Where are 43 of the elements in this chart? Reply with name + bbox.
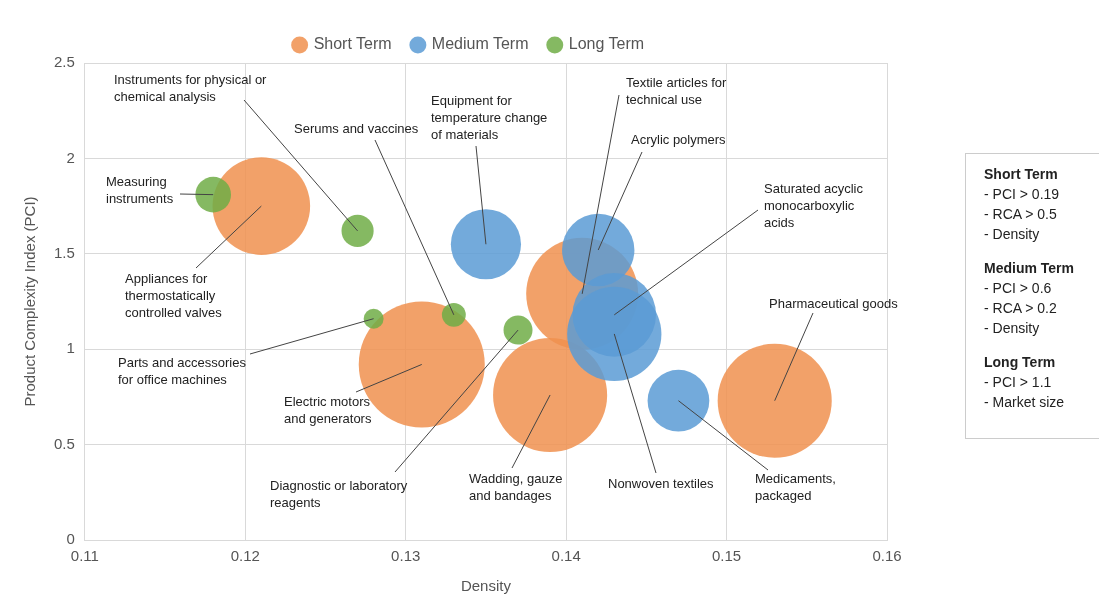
x-tick-label: 0.12 [230,547,260,565]
y-tick-label: 1 [66,339,75,357]
text: - PCI > 1.1 [984,373,1053,392]
x-tick-label: 0.16 [872,547,902,565]
annotation: Acrylic polymers [631,132,727,148]
text: - PCI > 0.19 [984,185,1061,204]
text: Long Term [984,353,1057,372]
legend-label: Long Term [568,35,645,53]
annotation: Textile articles for technical use [626,75,728,108]
annotation: Pharmaceutical goods [769,296,899,312]
x-tick-label: 0.11 [70,547,99,565]
annotation: Medicaments, packaged [755,471,836,504]
annotation: Instruments for physical or chemical analysis [114,72,268,105]
text: - Density [984,225,1041,244]
text: - RCA > 0.2 [984,299,1058,318]
annotation: Nonwoven textiles [608,476,714,492]
annotation: Equipment for temperature change of materials [431,93,548,143]
x-tick-label: 0.15 [711,547,742,565]
x-tick-label: 0.14 [551,547,581,565]
x-axis-title: Density [460,577,512,595]
y-tick-label: 1.5 [53,243,75,261]
annotation: Measuring instruments [106,174,174,207]
text: Medium Term [984,259,1075,278]
annotation: Serums and vaccines [294,121,419,137]
annotation: Diagnostic or laboratory reagents [270,478,408,511]
y-tick-label: 2.5 [53,53,75,71]
annotation: Appliances for thermostatically controlled valves [125,271,223,321]
legend-label: Medium Term [431,35,529,53]
text: Short Term [984,165,1059,184]
y-tick-label: 0 [66,530,75,548]
annotation: Electric motors and generators [284,394,372,427]
text: - Density [984,319,1041,338]
text: - Market size [984,393,1066,412]
text: - PCI > 0.6 [984,279,1053,298]
text: - RCA > 0.5 [984,205,1058,224]
y-axis-title: Product Complexity Index (PCI) [21,196,39,407]
y-tick-label: 2 [66,148,75,166]
annotation: Parts and accessories for office machines [118,355,247,388]
annotation: Wadding, gauze and bandages [469,471,563,504]
y-tick-label: 0.5 [53,434,75,452]
legend-label: Short Term [313,35,392,53]
x-tick-label: 0.13 [391,547,421,565]
annotation: Saturated acyclic monocarboxylic acids [764,181,864,231]
